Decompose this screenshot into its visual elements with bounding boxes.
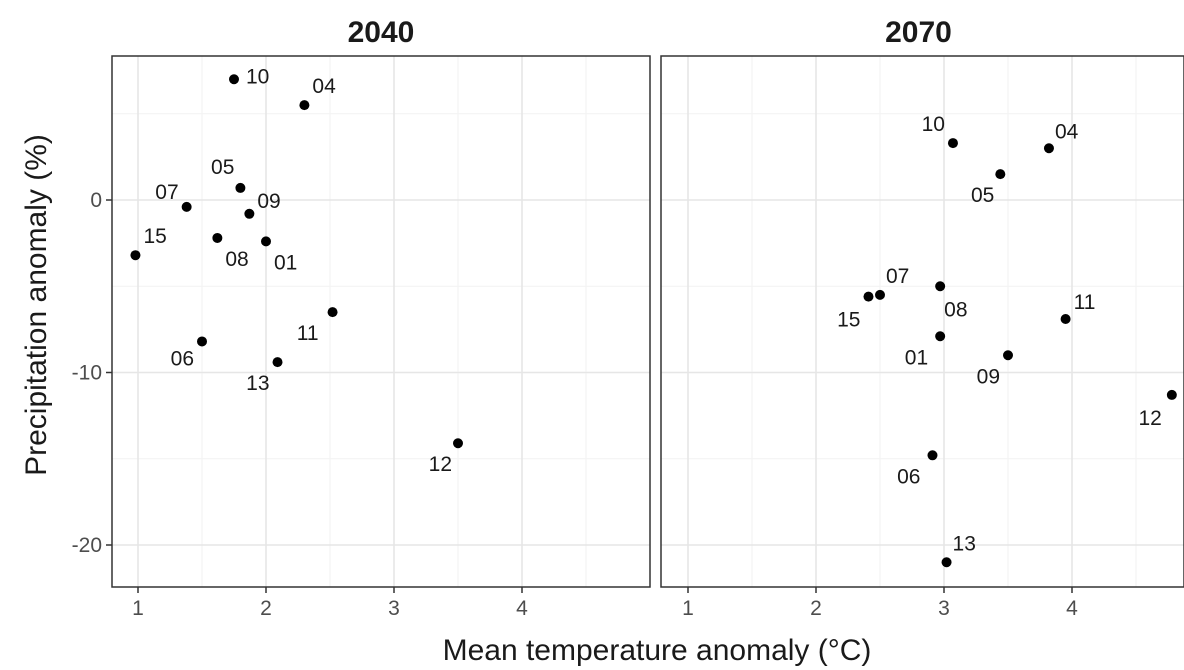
scatter-point-09	[1003, 350, 1013, 361]
scatter-point-12	[1166, 389, 1177, 400]
panel-frame	[660, 55, 1184, 588]
x-tick-label: 2	[810, 597, 822, 620]
scatter-point-01	[935, 331, 946, 342]
y-tick-label: -20	[72, 534, 102, 557]
point-label-11: 11	[1074, 291, 1096, 314]
point-label-06: 06	[897, 465, 920, 488]
points	[130, 74, 463, 449]
point-label-11: 11	[297, 322, 319, 345]
panel-title: 2040	[348, 16, 415, 49]
y-tick-label: 0	[90, 189, 102, 212]
point-label-04: 04	[1055, 120, 1079, 143]
x-axis-title: Mean temperature anomaly (°C)	[443, 634, 872, 667]
point-label-15: 15	[143, 225, 166, 248]
x-tick-label: 2	[260, 597, 272, 620]
scatter-point-08	[212, 232, 223, 243]
scatter-point-08	[935, 281, 946, 292]
scatter-point-07	[875, 289, 885, 300]
scatter-point-04	[1043, 143, 1054, 154]
point-label-12: 12	[429, 453, 452, 476]
y-tick-label: -10	[72, 362, 102, 385]
point-label-07: 07	[886, 265, 909, 288]
scatter-point-05	[235, 182, 246, 193]
point-label-06: 06	[171, 347, 194, 370]
point-label-10: 10	[246, 65, 269, 88]
scatter-point-11	[1060, 314, 1071, 325]
point-label-13: 13	[246, 372, 269, 395]
grid-lines	[112, 56, 650, 587]
point-label-05: 05	[211, 156, 234, 179]
scatter-point-01	[261, 236, 271, 247]
point-label-08: 08	[225, 248, 248, 271]
point-label-01: 01	[905, 346, 928, 369]
point-labels: 10 04 05 07 15 08 11 01 09 12 06 13	[837, 113, 1162, 555]
scatter-point-10	[947, 138, 958, 149]
y-axis-title: Precipitation anomaly (%)	[20, 134, 53, 476]
x-tick-label: 3	[938, 597, 950, 620]
x-tick-label: 1	[132, 597, 144, 620]
panel-title: 2070	[885, 16, 952, 49]
scatter-point-06	[927, 450, 938, 461]
point-label-09: 09	[977, 365, 1000, 388]
scatter-point-13	[941, 557, 952, 568]
x-tick-label: 1	[682, 597, 694, 620]
grid-lines	[661, 56, 1184, 587]
scatter-point-05	[995, 169, 1006, 180]
scatter-point-15	[130, 250, 141, 261]
points	[863, 138, 1177, 568]
point-labels: 10 04 05 07 09 15 08 01 11 06 13 12	[143, 65, 452, 476]
point-label-10: 10	[922, 113, 945, 136]
point-label-04: 04	[312, 75, 336, 98]
scatter-point-07	[181, 201, 192, 212]
scatter-point-10	[229, 74, 239, 85]
point-label-01: 01	[274, 251, 297, 274]
point-label-08: 08	[944, 298, 967, 321]
point-label-05: 05	[971, 184, 994, 207]
scatter-point-09	[244, 208, 255, 219]
scatter-point-15	[863, 291, 874, 302]
point-label-12: 12	[1138, 407, 1161, 430]
scatter-point-12	[453, 438, 463, 449]
scatter-point-13	[272, 357, 283, 368]
point-label-07: 07	[155, 181, 178, 204]
scatter-point-06	[197, 336, 207, 347]
point-label-13: 13	[953, 532, 976, 555]
y-axis-layer: 0 -10 -20	[72, 189, 112, 557]
scatter-point-11	[327, 307, 338, 318]
point-label-15: 15	[837, 309, 860, 332]
x-tick-label: 3	[388, 597, 400, 620]
scatter-point-04	[299, 100, 310, 111]
x-tick-label: 4	[1066, 597, 1078, 620]
point-label-09: 09	[257, 190, 280, 213]
panel-frame	[111, 55, 651, 588]
x-tick-label: 4	[516, 597, 528, 620]
